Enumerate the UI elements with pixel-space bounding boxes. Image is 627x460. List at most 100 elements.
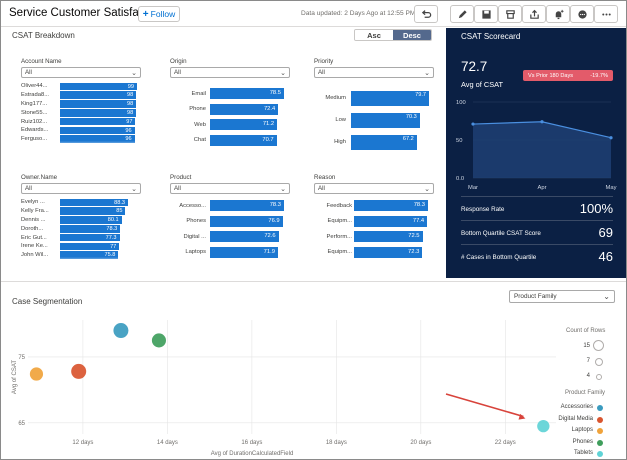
bar-row[interactable]: Low 70.3 xyxy=(314,109,434,131)
bar-row[interactable]: Equipm... 72.3 xyxy=(314,245,434,261)
bar-label: Doroth... xyxy=(21,225,44,232)
bar-label: Dennis ... xyxy=(21,216,46,223)
share-button[interactable] xyxy=(522,5,546,23)
bar-row[interactable]: Oliver44... 99 xyxy=(21,82,141,91)
bar[interactable]: 99 xyxy=(60,82,137,91)
save-button[interactable] xyxy=(474,5,498,23)
account-name-bars: Oliver44... 99 Estrada8... 98 King177... 98 St… xyxy=(21,82,141,144)
origin-bars: Email 78.5 Phone 72.4 Web 71.2 Chat 70.7 xyxy=(170,86,290,148)
bar[interactable]: 98 xyxy=(60,100,137,108)
bar[interactable]: 76.9 xyxy=(210,215,283,227)
bar[interactable]: 77 xyxy=(60,242,120,251)
metric-label: Bottom Quartile CSAT Score xyxy=(461,230,541,237)
product-dropdown[interactable]: All ⌄ xyxy=(170,183,290,194)
more-button[interactable] xyxy=(594,5,618,23)
bar[interactable]: 78.3 xyxy=(354,200,428,212)
bar[interactable]: 79.7 xyxy=(351,90,429,106)
bar-row[interactable]: Phones 76.9 xyxy=(170,214,290,230)
origin-dropdown[interactable]: All ⌄ xyxy=(170,67,290,78)
bar-row[interactable]: Phone 72.4 xyxy=(170,102,290,118)
scatter-point[interactable] xyxy=(537,419,550,433)
bar-row[interactable]: Web 71.2 xyxy=(170,117,290,133)
account-name-dropdown[interactable]: All ⌄ xyxy=(21,67,141,78)
bar[interactable]: 71.2 xyxy=(210,119,278,131)
bar[interactable]: 72.4 xyxy=(210,103,279,115)
bar-label: John Wil... xyxy=(21,252,49,259)
undo-button[interactable] xyxy=(414,5,438,23)
bar-row[interactable]: Evelyn ... 88.3 xyxy=(21,198,141,207)
bar[interactable]: 77.3 xyxy=(60,233,120,242)
bar[interactable]: 85 xyxy=(60,207,126,215)
bar-row[interactable]: Irene Ke... 77 xyxy=(21,242,141,251)
segmentation-dropdown[interactable]: Product Family ⌄ xyxy=(509,290,615,303)
subscribe-button[interactable] xyxy=(546,5,570,23)
bar-row[interactable]: Edwards... 96 xyxy=(21,126,141,135)
plus-icon: + xyxy=(142,8,149,20)
bar[interactable]: 96 xyxy=(60,135,135,143)
bar-value: 96 xyxy=(125,127,132,134)
bar-row[interactable]: Equipm... 77.4 xyxy=(314,214,434,230)
bar-value: 72.5 xyxy=(408,233,420,240)
bar-row[interactable]: Ruiz102... 97 xyxy=(21,117,141,126)
bar-row[interactable]: Medium 79.7 xyxy=(314,87,434,109)
bar-label: Feedback xyxy=(326,202,352,209)
scatter-point[interactable] xyxy=(113,323,129,339)
bar-row[interactable]: Ferguso... 96 xyxy=(21,135,141,144)
bar-row[interactable]: Feedback 78.3 xyxy=(314,198,434,214)
bar-value: 99 xyxy=(127,83,134,90)
bar[interactable]: 88.3 xyxy=(60,198,128,207)
bar-row[interactable]: Stone55... 98 xyxy=(21,108,141,117)
csat-scorecard: CSAT Scorecard 72.7 Avg of CSAT Vs Prior… xyxy=(446,28,626,278)
bar[interactable]: 70.7 xyxy=(210,134,277,146)
bar[interactable]: 72.3 xyxy=(354,246,423,258)
reason-dropdown[interactable]: All ⌄ xyxy=(314,183,434,194)
bar[interactable]: 72.6 xyxy=(210,231,279,243)
bar-value: 77.4 xyxy=(412,217,425,224)
bar-row[interactable]: Perform... 72.5 xyxy=(314,229,434,245)
bar-label: Equipm... xyxy=(327,218,353,225)
bar-label: Ferguso... xyxy=(21,136,48,143)
bar-row[interactable]: Dennis ... 80.1 xyxy=(21,216,141,225)
bar[interactable]: 72.5 xyxy=(354,231,423,243)
bar[interactable]: 78.3 xyxy=(60,224,121,233)
bar[interactable]: 78.5 xyxy=(210,88,284,100)
bar[interactable]: 67.2 xyxy=(351,134,417,150)
bar-row[interactable]: Estrada8... 98 xyxy=(21,91,141,100)
x-tick-label: Apr xyxy=(537,185,546,191)
bar[interactable]: 71.9 xyxy=(210,246,278,258)
bar[interactable]: 78.3 xyxy=(210,200,284,212)
owner-name-dropdown[interactable]: All ⌄ xyxy=(21,183,141,194)
store-button[interactable] xyxy=(498,5,522,23)
bar-row[interactable]: Laptops 71.9 xyxy=(170,245,290,261)
bar-row[interactable]: Doroth... 78.3 xyxy=(21,224,141,233)
bar[interactable]: 98 xyxy=(60,108,137,117)
priority-bars: Medium 79.7 Low 70.3 High 67.2 xyxy=(314,87,434,153)
bar-row[interactable]: King177... 98 xyxy=(21,100,141,109)
bar[interactable]: 70.3 xyxy=(351,112,420,128)
bar-row[interactable]: Accesso... 78.3 xyxy=(170,198,290,214)
bar[interactable]: 96 xyxy=(60,126,135,135)
priority-dropdown[interactable]: All ⌄ xyxy=(314,67,434,78)
sort-asc-button[interactable]: Asc xyxy=(355,30,393,40)
follow-button[interactable]: + Follow xyxy=(138,6,180,22)
edit-button[interactable] xyxy=(450,5,474,23)
scatter-point[interactable] xyxy=(71,363,87,379)
bar-label: Phones xyxy=(186,218,206,225)
bar-row[interactable]: John Wil... 75.8 xyxy=(21,251,141,260)
bar[interactable]: 77.4 xyxy=(354,215,428,227)
comment-button[interactable] xyxy=(570,5,594,23)
bar-row[interactable]: High 67.2 xyxy=(314,131,434,153)
bar-row[interactable]: Email 78.5 xyxy=(170,86,290,102)
bar[interactable]: 80.1 xyxy=(60,216,122,224)
bar[interactable]: 97 xyxy=(60,117,136,126)
bar-label: Web xyxy=(194,121,206,128)
sort-desc-button[interactable]: Desc xyxy=(393,30,431,40)
bar[interactable]: 98 xyxy=(60,91,137,99)
bar-row[interactable]: Eric Gut... 77.3 xyxy=(21,233,141,242)
bar-row[interactable]: Kelly Fra... 85 xyxy=(21,207,141,216)
scatter-point[interactable] xyxy=(151,333,166,348)
bar-row[interactable]: Digital ... 72.6 xyxy=(170,229,290,245)
scatter-point[interactable] xyxy=(29,367,44,381)
bar-row[interactable]: Chat 70.7 xyxy=(170,133,290,149)
bar[interactable]: 75.8 xyxy=(60,251,119,259)
